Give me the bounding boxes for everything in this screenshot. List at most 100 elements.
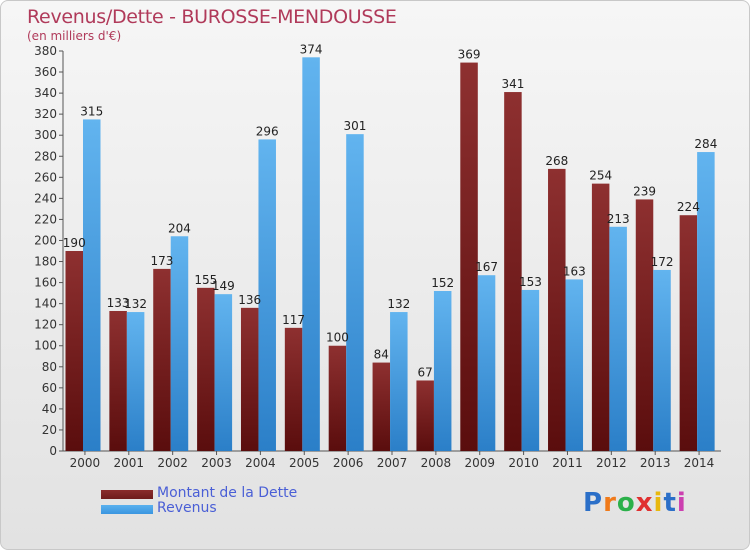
value-label-debt: 341 <box>501 77 524 91</box>
value-label-revenue: 172 <box>651 255 674 269</box>
bar-revenue <box>346 134 364 451</box>
bar-debt <box>548 168 566 452</box>
value-label-revenue: 132 <box>387 297 410 311</box>
legend-label-revenue: Revenus <box>157 500 217 516</box>
value-label-debt: 136 <box>238 293 261 307</box>
y-tick-label: 280 <box>34 149 57 163</box>
value-label-revenue: 153 <box>519 275 542 289</box>
value-label-debt: 67 <box>418 365 433 379</box>
bar-debt <box>109 311 127 451</box>
bar-revenue <box>214 294 233 451</box>
value-label-debt: 100 <box>326 331 349 345</box>
logo-letter: i <box>676 488 687 518</box>
x-tick-label: 2014 <box>684 456 715 470</box>
bar-debt <box>284 327 303 451</box>
bar-debt <box>416 380 434 451</box>
value-label-debt: 84 <box>374 348 389 362</box>
y-tick-label: 80 <box>42 360 57 374</box>
bar-revenue <box>83 119 101 451</box>
x-tick-label: 2005 <box>289 456 320 470</box>
value-label-revenue: 152 <box>431 276 454 290</box>
bar-debt <box>240 307 259 451</box>
x-tick-label: 2010 <box>508 456 539 470</box>
value-labels: 1903151331321732041551491362961173741003… <box>63 42 718 379</box>
bar-revenue <box>609 226 627 451</box>
x-tick-label: 2003 <box>201 456 232 470</box>
bars <box>65 57 715 452</box>
bar-revenue <box>390 312 408 451</box>
x-tick-label: 2000 <box>70 456 101 470</box>
bar-debt <box>328 345 347 451</box>
y-tick-label: 260 <box>34 170 57 184</box>
value-label-revenue: 315 <box>80 104 103 118</box>
legend-swatch-debt <box>101 490 153 499</box>
y-tick-label: 220 <box>34 212 57 226</box>
value-label-debt: 239 <box>633 184 656 198</box>
x-tick-label: 2013 <box>640 456 671 470</box>
bar-debt <box>591 183 610 451</box>
value-label-revenue: 296 <box>256 124 279 138</box>
bar-revenue <box>302 57 320 451</box>
y-tick-label: 340 <box>34 86 57 100</box>
y-tick-label: 40 <box>42 402 57 416</box>
logo-letter: x <box>635 488 654 518</box>
y-tick-label: 160 <box>34 276 57 290</box>
x-tick-label: 2012 <box>596 456 627 470</box>
bar-debt <box>635 199 654 451</box>
y-tick-label: 60 <box>42 381 57 395</box>
chart-subtitle: (en milliers d'€) <box>27 29 122 43</box>
y-tick-label: 300 <box>34 128 57 142</box>
bar-debt <box>65 251 83 451</box>
value-label-revenue: 167 <box>475 260 498 274</box>
bar-debt <box>372 362 391 451</box>
y-tick-label: 100 <box>34 339 57 353</box>
legend-swatch-revenue <box>101 505 153 514</box>
y-tick-label: 360 <box>34 65 57 79</box>
bar-revenue <box>565 279 584 451</box>
y-tick-label: 20 <box>42 423 57 437</box>
x-tick-label: 2008 <box>421 456 452 470</box>
chart-title: Revenus/Dette - BUROSSE-MENDOUSSE <box>27 6 397 28</box>
legend-label-debt: Montant de la Dette <box>157 485 298 501</box>
x-tick-label: 2004 <box>245 456 276 470</box>
x-tick-label: 2007 <box>377 456 408 470</box>
bar-revenue <box>477 275 496 451</box>
y-tick-label: 320 <box>34 107 57 121</box>
logo-letter: i <box>653 488 664 518</box>
bar-revenue <box>433 291 452 451</box>
y-tick-label: 120 <box>34 318 57 332</box>
value-label-revenue: 301 <box>343 119 366 133</box>
x-tick-label: 2006 <box>333 456 364 470</box>
y-tick-label: 380 <box>34 44 57 58</box>
y-tick-label: 140 <box>34 297 57 311</box>
value-label-debt: 117 <box>282 313 305 327</box>
value-label-revenue: 374 <box>300 42 323 56</box>
value-label-revenue: 163 <box>563 264 586 278</box>
value-label-revenue: 213 <box>607 212 630 226</box>
value-label-revenue: 149 <box>212 279 235 293</box>
value-label-debt: 190 <box>63 236 86 250</box>
x-tick-label: 2011 <box>552 456 583 470</box>
bar-debt <box>460 62 478 451</box>
y-tick-label: 240 <box>34 191 57 205</box>
value-label-debt: 155 <box>194 273 217 287</box>
x-tick-label: 2009 <box>464 456 495 470</box>
value-label-revenue: 204 <box>168 221 191 235</box>
bar-revenue <box>697 152 715 452</box>
bar-debt <box>153 268 171 451</box>
value-label-debt: 369 <box>458 48 481 62</box>
y-tick-label: 0 <box>49 444 57 458</box>
proxiti-logo: Proxiti <box>583 488 687 518</box>
bar-debt <box>679 215 698 451</box>
value-label-debt: 268 <box>545 154 568 168</box>
logo-letter: P <box>583 488 604 518</box>
value-label-revenue: 132 <box>124 297 147 311</box>
bar-revenue <box>126 312 145 451</box>
y-tick-label: 200 <box>34 233 57 247</box>
logo-letter: o <box>616 488 636 518</box>
logo-letter: r <box>603 488 617 518</box>
x-tick-label: 2001 <box>114 456 145 470</box>
logo-letter: t <box>663 488 677 518</box>
